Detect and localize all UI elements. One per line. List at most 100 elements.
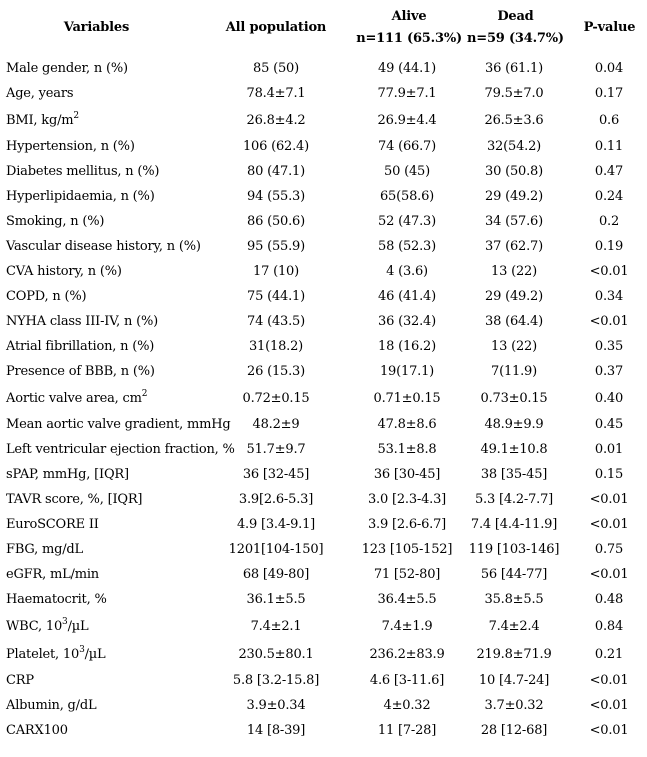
all-population-value: 0.72±0.15 (242, 390, 310, 406)
alive-value: 52 (47.3) (378, 214, 436, 229)
p-value: 0.19 (594, 239, 624, 254)
alive-value: 4 (3.6) (386, 264, 428, 279)
variable-label-text: WBC, 10 (6, 618, 63, 634)
table-row: NYHA class III-IV, n (%) 74 (43.5) 36 (32.… (0, 309, 647, 334)
table-row: Left ventricular ejection fraction, % 51.… (0, 437, 647, 462)
alive-value: 65(58.6) (379, 189, 435, 204)
alive-value: 49 (44.1) (378, 61, 436, 76)
p-value: 0.47 (594, 164, 624, 179)
dead-value: 29 (49.2) (485, 289, 543, 304)
alive-value: 36 (32.4) (378, 314, 436, 329)
dead-value: 10 [4.7-24] (478, 673, 550, 688)
all-population-value: 75 (44.1) (247, 289, 305, 304)
all-population-value: 86 (50.6) (247, 214, 305, 229)
table-row: Mean aortic valve gradient, mmHg 48.2±9 47… (0, 412, 647, 437)
variable-label: TAVR score, %, [IQR] (0, 492, 195, 507)
alive-value: 74 (66.7) (378, 139, 436, 154)
variable-label-text: Left ventricular ejection fraction, % (6, 442, 235, 457)
p-value: 0.21 (594, 646, 624, 662)
unit-superscript: 3 (79, 644, 85, 655)
dead-value: 13 (22) (491, 264, 537, 279)
variable-label: Haematocrit, % (0, 592, 195, 607)
unit-suffix: /µL (84, 646, 106, 662)
variable-label: WBC, 103/µL (0, 616, 195, 634)
variable-label: EuroSCORE II (0, 517, 195, 532)
variable-label: Hyperlipidaemia, n (%) (0, 189, 195, 204)
all-population-value: 7.4±2.1 (250, 618, 302, 634)
alive-value: 4±0.32 (383, 698, 431, 713)
dead-value: 32(54.2) (486, 139, 542, 154)
variable-label: FBG, mg/dL (0, 542, 195, 557)
variable-label-text: eGFR, mL/min (6, 567, 99, 582)
alive-value: 18 (16.2) (378, 339, 436, 354)
dead-value: 0.73±0.15 (480, 390, 548, 406)
all-population-value: 51.7±9.7 (246, 442, 306, 457)
variable-label-text: FBG, mg/dL (6, 542, 83, 557)
dead-value: 3.7±0.32 (484, 698, 544, 713)
header-p-value-label: P-value (583, 20, 636, 35)
p-value: 0.37 (594, 364, 624, 379)
alive-value: 50 (45) (384, 164, 430, 179)
variable-label-text: Platelet, 10 (6, 646, 80, 662)
table-row: Albumin, g/dL 3.9±0.34 4±0.32 3.7±0.32 <0.01 (0, 693, 647, 718)
header-alive-n: n=111 (65.3%) (356, 31, 462, 46)
variable-label: sPAP, mmHg, [IQR] (0, 467, 195, 482)
p-value: 0.48 (594, 592, 624, 607)
dead-value: 34 (57.6) (485, 214, 543, 229)
p-value: <0.01 (589, 673, 629, 688)
header-variables: Variables (0, 0, 193, 56)
variable-label-text: Age, years (6, 86, 74, 101)
variable-label: Hypertension, n (%) (0, 139, 195, 154)
variable-label-text: Diabetes mellitus, n (%) (6, 164, 160, 179)
table-row: TAVR score, %, [IQR] 3.9[2.6-5.3] 3.0 [2.3… (0, 487, 647, 512)
table-row: CVA history, n (%) 17 (10) 4 (3.6) 13 (22) <… (0, 259, 647, 284)
variable-label-text: Vascular disease history, n (%) (6, 239, 201, 254)
alive-value: 11 [7-28] (377, 723, 437, 738)
all-population-value: 5.8 [3.2-15.8] (232, 673, 320, 688)
variable-label: CARX100 (0, 723, 195, 738)
header-all-population: All population (193, 0, 359, 56)
p-value: <0.01 (589, 698, 629, 713)
all-population-value: 85 (50) (253, 61, 299, 76)
all-population-value: 26.8±4.2 (246, 112, 306, 128)
table-row: Hypertension, n (%) 106 (62.4) 74 (66.7) 32… (0, 134, 647, 159)
p-value: <0.01 (589, 264, 629, 279)
table-row: Platelet, 103/µL 230.5±80.1 236.2±83.9 219.… (0, 640, 647, 668)
table-row: Male gender, n (%) 85 (50) 49 (44.1) 36 (61… (0, 56, 647, 81)
variable-label: Age, years (0, 86, 195, 101)
variable-label: Mean aortic valve gradient, mmHg (0, 417, 231, 432)
variable-label: NYHA class III-IV, n (%) (0, 314, 195, 329)
dead-value: 219.8±71.9 (476, 646, 552, 662)
variable-label-text: Haematocrit, % (6, 592, 107, 607)
p-value: <0.01 (589, 723, 629, 738)
dead-value: 5.3 [4.2-7.7] (474, 492, 554, 507)
table-row: CARX100 14 [8-39] 11 [7-28] 28 [12-68] <0.01 (0, 718, 647, 743)
header-variables-label: Variables (63, 20, 130, 35)
alive-value: 123 [105-152] (361, 542, 453, 557)
alive-value: 71 [52-80] (373, 567, 441, 582)
table-row: Haematocrit, % 36.1±5.5 36.4±5.5 35.8±5.5 0.… (0, 587, 647, 612)
p-value: 0.15 (594, 467, 624, 482)
variable-label-text: sPAP, mmHg, [IQR] (6, 467, 129, 482)
p-value: <0.01 (589, 567, 629, 582)
alive-value: 19(17.1) (379, 364, 435, 379)
p-value: 0.84 (594, 618, 624, 634)
p-value: 0.75 (594, 542, 624, 557)
variable-label: CRP (0, 673, 195, 688)
variable-label-text: Hypertension, n (%) (6, 139, 135, 154)
alive-value: 0.71±0.15 (373, 390, 441, 406)
alive-value: 47.8±8.6 (377, 417, 437, 432)
dead-value: 7.4 [4.4-11.9] (470, 517, 558, 532)
table-header-row: Variables All population Alive n=111 (65… (0, 0, 647, 56)
unit-superscript: 3 (62, 616, 68, 627)
alive-value: 26.9±4.4 (377, 112, 437, 128)
p-value: 0.2 (598, 214, 620, 229)
p-value: <0.01 (589, 517, 629, 532)
dead-value: 26.5±3.6 (484, 112, 544, 128)
alive-value: 3.0 [2.3-4.3] (367, 492, 447, 507)
variable-label: eGFR, mL/min (0, 567, 195, 582)
p-value: 0.01 (594, 442, 624, 457)
all-population-value: 106 (62.4) (242, 139, 310, 154)
unit-superscript: 2 (73, 110, 79, 121)
